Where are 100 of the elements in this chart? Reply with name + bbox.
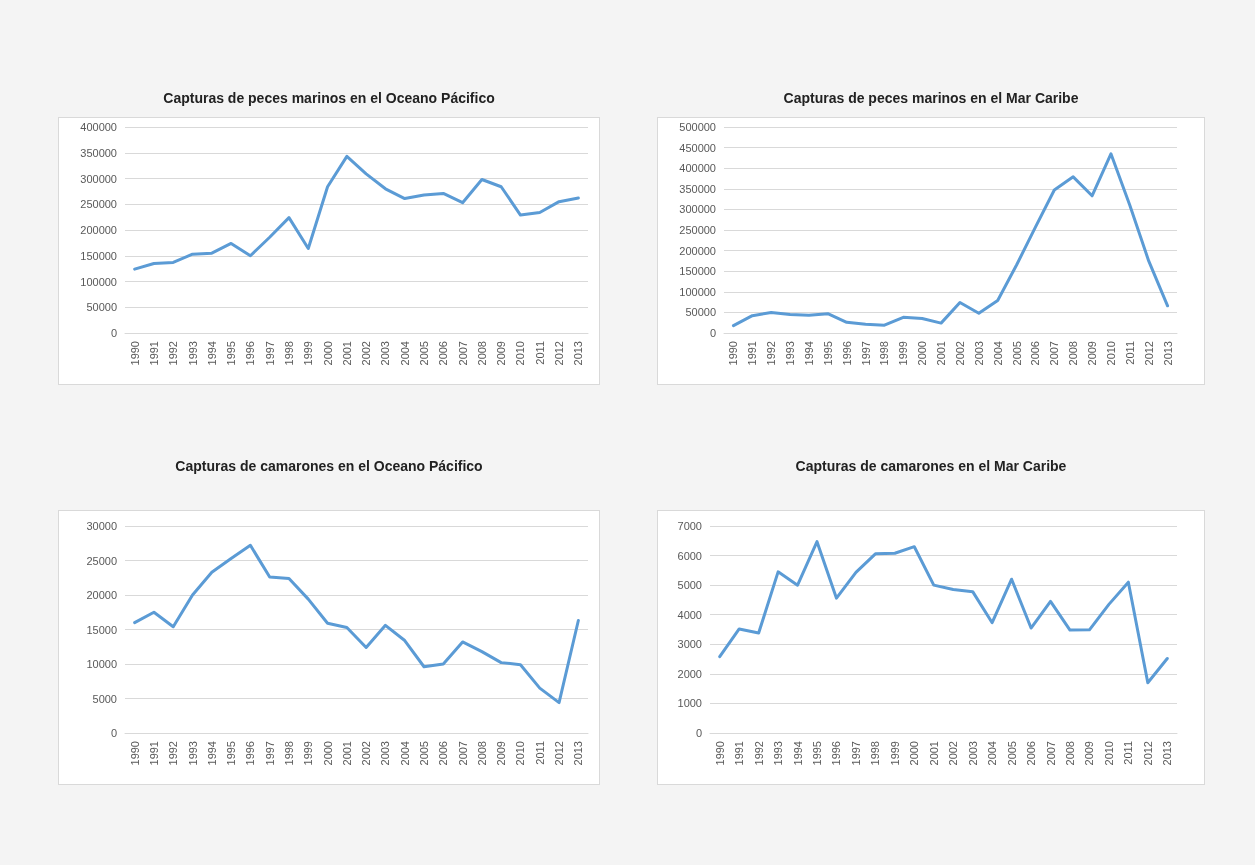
x-tick-label: 2002 — [360, 741, 373, 766]
x-tick-label: 2008 — [475, 741, 488, 766]
x-tick-label: 2000 — [321, 341, 334, 366]
x-tick-label: 1997 — [263, 741, 276, 766]
x-tick-label: 1992 — [765, 341, 778, 366]
x-tick-label: 2001 — [340, 741, 353, 766]
x-tick-label: 1999 — [897, 341, 910, 366]
y-tick-label: 20000 — [86, 589, 117, 601]
x-tick-label: 2003 — [379, 741, 392, 766]
x-tick-label: 2010 — [514, 341, 527, 366]
x-tick-label: 2013 — [1161, 741, 1174, 766]
x-tick-label: 2009 — [495, 741, 508, 766]
x-tick-label: 2001 — [340, 341, 353, 366]
y-tick-label: 100000 — [679, 285, 716, 298]
y-tick-label: 0 — [110, 727, 117, 739]
line-series — [731, 152, 1170, 328]
x-tick-label: 2008 — [475, 341, 488, 366]
y-tick-label: 400000 — [80, 121, 117, 133]
x-tick-label: 2004 — [991, 341, 1004, 366]
y-tick-label: 0 — [695, 727, 702, 739]
x-tick-label: 2001 — [927, 741, 940, 766]
x-tick-label: 2013 — [572, 341, 585, 366]
y-tick-label: 200000 — [679, 244, 716, 257]
y-tick-label: 350000 — [679, 182, 716, 195]
x-tick-label: 1997 — [849, 741, 862, 766]
x-tick-label: 1995 — [811, 741, 824, 766]
x-tick-label: 1991 — [147, 341, 160, 366]
x-tick-label: 2012 — [1142, 341, 1155, 366]
x-tick-label: 1993 — [186, 741, 199, 766]
y-tick-label: 400000 — [679, 162, 716, 175]
y-tick-label: 5000 — [92, 692, 117, 705]
x-tick-label: 1990 — [727, 341, 740, 366]
x-tick-label: 2005 — [418, 741, 431, 766]
line-series — [718, 540, 1169, 685]
x-tick-label: 2004 — [398, 341, 411, 366]
x-tick-label: 2000 — [916, 341, 929, 366]
y-tick-label: 3000 — [677, 638, 702, 651]
chart-title: Capturas de camarones en el Mar Caribe — [795, 458, 1067, 474]
x-tick-label: 1990 — [713, 741, 726, 766]
x-tick-label: 1993 — [772, 741, 785, 766]
x-tick-label: 1997 — [263, 341, 276, 366]
x-tick-label: 1994 — [802, 341, 815, 366]
x-tick-label: 1991 — [147, 741, 160, 766]
x-tick-label: 2009 — [495, 341, 508, 366]
x-tick-label: 2006 — [437, 341, 450, 366]
x-tick-label: 1996 — [244, 741, 257, 766]
x-tick-label: 1999 — [302, 341, 315, 366]
chart-title: Capturas de peces marinos en el Oceano Pácifico — [163, 90, 495, 106]
x-tick-label: 2005 — [1010, 341, 1023, 366]
y-tick-label: 4000 — [677, 608, 702, 621]
x-tick-label: 1993 — [784, 341, 797, 366]
x-tick-label: 1990 — [128, 741, 141, 766]
x-tick-label: 2002 — [360, 341, 373, 366]
y-tick-label: 0 — [709, 327, 716, 339]
x-tick-label: 1990 — [128, 341, 141, 366]
line-series — [133, 543, 580, 705]
x-tick-label: 1994 — [205, 741, 218, 766]
x-tick-label: 1996 — [244, 341, 257, 366]
x-tick-label: 1995 — [225, 741, 238, 766]
x-tick-label: 2011 — [533, 741, 546, 765]
x-tick-label: 2008 — [1067, 341, 1080, 366]
y-tick-label: 0 — [110, 327, 117, 339]
x-tick-label: 2000 — [908, 741, 921, 766]
x-tick-label: 2011 — [533, 341, 546, 365]
x-tick-label: 2007 — [1044, 741, 1057, 766]
y-tick-label: 200000 — [80, 224, 117, 236]
x-tick-label: 2003 — [972, 341, 985, 366]
x-tick-label: 1993 — [186, 341, 199, 366]
x-tick-label: 2002 — [953, 341, 966, 366]
x-tick-label: 2011 — [1122, 741, 1135, 765]
x-tick-label: 1992 — [752, 741, 765, 766]
y-tick-label: 250000 — [679, 224, 716, 236]
x-tick-label: 2006 — [1025, 741, 1038, 766]
y-tick-label: 150000 — [679, 265, 716, 278]
y-tick-label: 1000 — [677, 697, 702, 710]
x-tick-label: 2007 — [1048, 341, 1061, 366]
x-tick-label: 1998 — [869, 741, 882, 766]
x-tick-label: 2013 — [1161, 341, 1174, 366]
x-tick-label: 1998 — [878, 341, 891, 366]
x-tick-label: 2009 — [1083, 741, 1096, 766]
x-tick-label: 2004 — [398, 741, 411, 766]
y-tick-label: 100000 — [80, 275, 117, 288]
x-tick-label: 2004 — [986, 741, 999, 766]
x-tick-label: 1995 — [821, 341, 834, 366]
y-tick-label: 50000 — [86, 301, 117, 314]
chart-title: Capturas de peces marinos en el Mar Caribe — [783, 90, 1079, 106]
x-tick-label: 1991 — [733, 741, 746, 766]
x-tick-label: 2009 — [1086, 341, 1099, 366]
x-tick-label: 2013 — [572, 741, 585, 766]
x-tick-label: 1992 — [167, 341, 180, 366]
x-tick-label: 2006 — [1029, 341, 1042, 366]
y-tick-label: 5000 — [677, 579, 702, 592]
y-tick-label: 350000 — [80, 146, 117, 159]
x-tick-label: 1998 — [282, 741, 295, 766]
x-tick-label: 2007 — [456, 741, 469, 766]
y-tick-label: 25000 — [86, 554, 117, 567]
x-tick-label: 1991 — [746, 341, 759, 366]
line-series — [133, 154, 580, 271]
x-tick-label: 2001 — [935, 341, 948, 366]
x-tick-label: 2005 — [418, 341, 431, 366]
